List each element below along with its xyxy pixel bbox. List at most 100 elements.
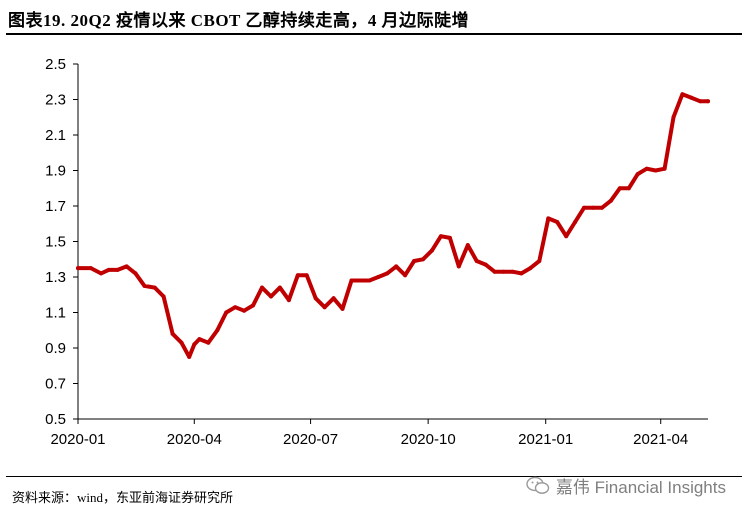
data-point — [304, 273, 309, 278]
data-point — [662, 166, 667, 171]
title-divider — [6, 33, 742, 35]
y-tick-label: 1.7 — [45, 198, 66, 215]
data-point — [124, 264, 129, 269]
data-point — [608, 198, 613, 203]
data-point — [501, 269, 506, 274]
data-point — [215, 328, 220, 333]
data-point — [626, 186, 631, 191]
data-point — [242, 308, 247, 313]
data-point — [421, 257, 425, 262]
data-point — [115, 267, 120, 272]
data-point — [197, 337, 202, 342]
data-point — [161, 294, 166, 299]
data-point — [474, 259, 479, 263]
data-point — [331, 296, 336, 301]
data-point — [152, 285, 157, 290]
y-tick-label: 0.9 — [45, 340, 66, 357]
data-point — [555, 220, 560, 224]
data-point — [438, 234, 443, 239]
data-point — [394, 264, 399, 269]
data-point — [295, 273, 300, 278]
data-point — [680, 92, 685, 97]
data-point — [206, 340, 211, 345]
data-point — [519, 271, 524, 276]
data-point — [671, 115, 676, 120]
x-tick-label: 2020-01 — [50, 431, 105, 448]
data-point — [142, 283, 147, 288]
data-point — [192, 342, 197, 347]
data-point — [456, 264, 461, 269]
x-tick-label: 2020-10 — [401, 431, 456, 448]
watermark: 嘉伟 Financial Insights — [526, 473, 726, 498]
data-point — [573, 220, 578, 224]
data-point — [537, 259, 542, 263]
data-point — [447, 235, 452, 240]
footer-divider — [6, 476, 742, 477]
y-axis: 2.5 2.3 2.1 1.9 1.7 1.5 1.3 1.1 0.9 0.7 0.5 — [45, 56, 79, 428]
data-point — [689, 95, 694, 100]
data-point — [340, 306, 345, 311]
data-point — [88, 266, 93, 271]
data-point — [313, 296, 318, 301]
data-point — [546, 216, 551, 221]
data-point — [99, 271, 103, 276]
data-point — [412, 259, 417, 263]
chart-title: 图表19. 20Q2 疫情以来 CBOT 乙醇持续走高，4 月边际陡增 — [8, 11, 470, 30]
watermark-text: 嘉伟 Financial Insights — [555, 478, 726, 497]
data-point — [286, 298, 291, 303]
data-point — [224, 310, 229, 315]
series-line — [76, 92, 710, 359]
data-point — [269, 294, 273, 299]
data-point — [582, 205, 586, 210]
x-tick-label: 2021-04 — [633, 431, 688, 448]
series-group — [76, 92, 710, 359]
data-point — [170, 331, 175, 336]
data-point — [277, 285, 282, 290]
y-tick-label: 0.5 — [45, 411, 66, 428]
data-point — [564, 234, 569, 239]
data-point — [403, 273, 408, 278]
data-point — [376, 275, 381, 279]
data-point — [106, 267, 111, 272]
x-axis: 2020-01 2020-04 2020-07 2020-10 2021-01 2021-… — [50, 418, 708, 448]
wechat-icon — [526, 476, 550, 494]
data-point — [322, 305, 327, 310]
data-point — [599, 205, 604, 210]
y-tick-label: 1.1 — [45, 305, 66, 322]
source-note: 资料来源：wind，东亚前海证券研究所 — [12, 490, 234, 505]
data-point — [617, 186, 622, 191]
y-tick-label: 2.3 — [45, 92, 66, 109]
line-chart: 2.5 2.3 2.1 1.9 1.7 1.5 1.3 1.1 0.9 0.7 0.5 2020-0… — [45, 56, 710, 448]
data-point — [179, 340, 184, 345]
data-point — [133, 271, 138, 276]
data-point — [653, 168, 658, 173]
data-point — [367, 278, 372, 283]
data-point — [358, 278, 363, 283]
x-tick-label: 2021-01 — [518, 431, 573, 448]
x-tick-label: 2020-04 — [167, 431, 222, 448]
data-point — [528, 266, 533, 271]
data-point — [483, 262, 488, 267]
y-tick-label: 2.1 — [45, 127, 66, 144]
data-point — [76, 266, 80, 271]
data-point — [251, 303, 256, 308]
data-point — [644, 166, 649, 171]
data-point — [349, 278, 354, 283]
y-tick-label: 1.3 — [45, 269, 66, 286]
y-tick-label: 2.5 — [45, 56, 66, 73]
data-point — [187, 354, 192, 359]
data-point — [260, 285, 264, 290]
data-point — [465, 243, 470, 248]
data-point — [635, 172, 640, 177]
y-tick-label: 0.7 — [45, 376, 66, 393]
data-point — [385, 271, 390, 276]
data-point — [706, 99, 710, 104]
x-tick-label: 2020-07 — [283, 431, 338, 448]
y-tick-label: 1.5 — [45, 234, 66, 251]
data-point — [430, 248, 434, 253]
y-tick-label: 1.9 — [45, 163, 66, 180]
data-point — [492, 269, 497, 274]
data-point — [698, 99, 703, 104]
data-point — [510, 269, 515, 274]
data-point — [233, 305, 238, 310]
